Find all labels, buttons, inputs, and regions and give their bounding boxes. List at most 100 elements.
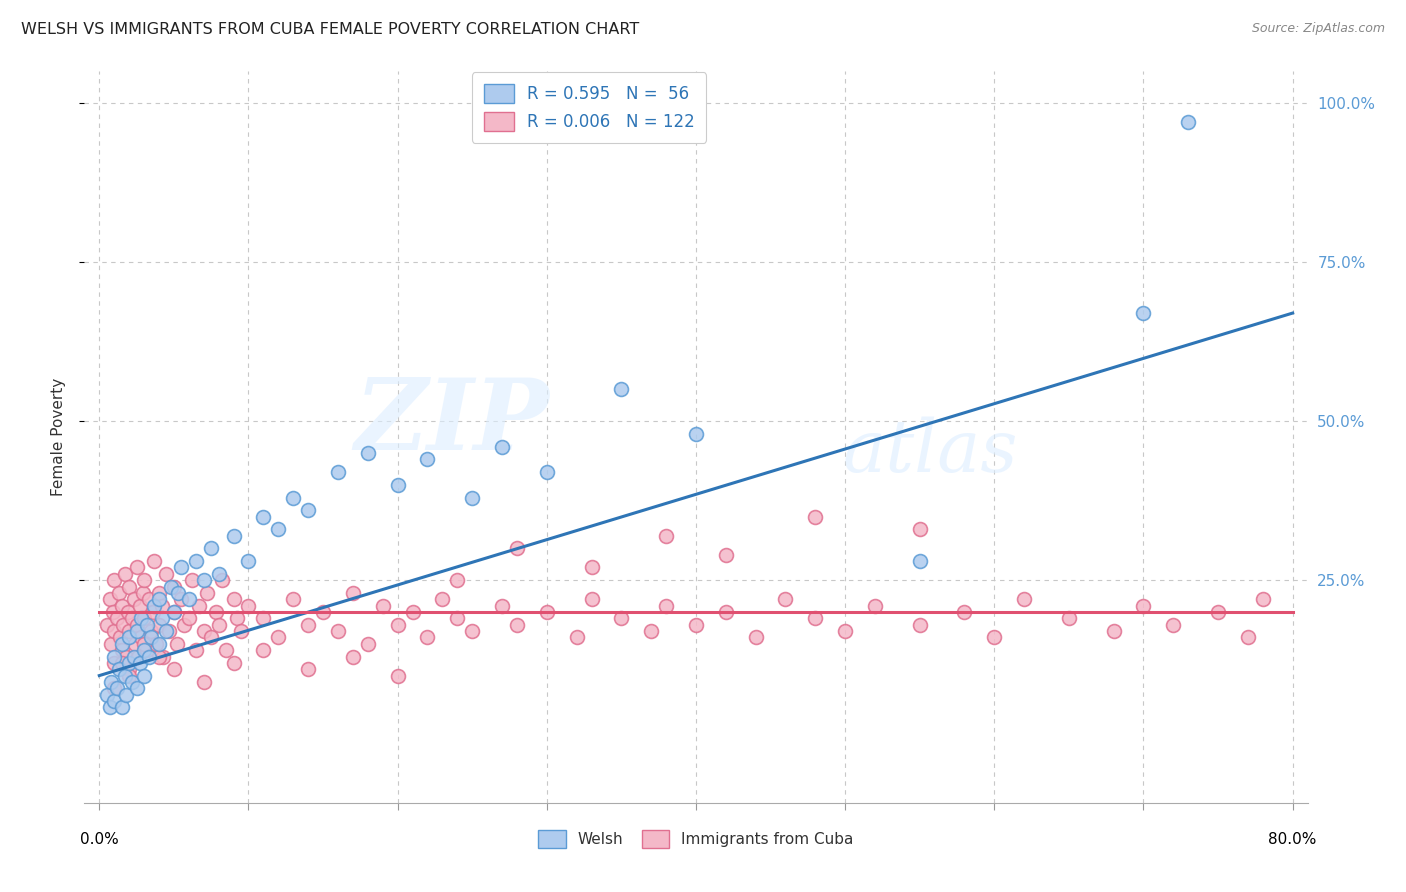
Point <box>804 611 827 625</box>
Point <box>193 573 215 587</box>
Point <box>200 541 222 556</box>
Point <box>136 643 159 657</box>
Point <box>1102 624 1125 638</box>
Point <box>195 586 218 600</box>
Point <box>138 649 160 664</box>
Point <box>129 631 152 645</box>
Point <box>297 503 319 517</box>
Point <box>1206 605 1229 619</box>
Point <box>118 631 141 645</box>
Point <box>121 611 143 625</box>
Point <box>581 592 603 607</box>
Point <box>342 649 364 664</box>
Point <box>225 611 247 625</box>
Point <box>114 668 136 682</box>
Point <box>132 637 155 651</box>
Point <box>1163 617 1185 632</box>
Point <box>387 477 409 491</box>
Text: ZIP: ZIP <box>354 375 550 471</box>
Point <box>128 656 150 670</box>
Point <box>125 681 148 696</box>
Point <box>148 617 170 632</box>
Point <box>283 592 305 607</box>
Point <box>1237 631 1260 645</box>
Point <box>100 675 122 690</box>
Point <box>387 617 409 632</box>
Point <box>342 586 364 600</box>
Point <box>103 624 125 638</box>
Point <box>506 541 529 556</box>
Point <box>297 662 319 676</box>
Point <box>115 649 138 664</box>
Point <box>131 586 153 600</box>
Point <box>357 446 380 460</box>
Point <box>100 637 122 651</box>
Point <box>252 611 274 625</box>
Point <box>132 643 155 657</box>
Point <box>166 637 188 651</box>
Point <box>863 599 886 613</box>
Point <box>138 592 160 607</box>
Y-axis label: Female Poverty: Female Poverty <box>51 378 66 496</box>
Point <box>180 573 202 587</box>
Point <box>155 566 177 581</box>
Point <box>124 637 146 651</box>
Point <box>387 668 409 682</box>
Text: Source: ZipAtlas.com: Source: ZipAtlas.com <box>1251 22 1385 36</box>
Point <box>125 617 148 632</box>
Point <box>98 592 121 607</box>
Point <box>238 554 260 568</box>
Point <box>163 605 186 619</box>
Point <box>1177 115 1199 129</box>
Point <box>148 649 170 664</box>
Point <box>111 637 134 651</box>
Point <box>581 560 603 574</box>
Point <box>173 617 195 632</box>
Point <box>655 529 678 543</box>
Point <box>401 605 423 619</box>
Point <box>103 573 125 587</box>
Point <box>115 688 138 702</box>
Point <box>117 605 139 619</box>
Point <box>371 599 394 613</box>
Point <box>536 465 558 479</box>
Point <box>101 605 124 619</box>
Point <box>122 592 145 607</box>
Point <box>1251 592 1274 607</box>
Point <box>107 662 129 676</box>
Point <box>983 631 1005 645</box>
Point <box>121 675 143 690</box>
Point <box>132 573 155 587</box>
Point <box>188 599 211 613</box>
Point <box>193 624 215 638</box>
Point <box>1012 592 1035 607</box>
Point <box>111 656 134 670</box>
Point <box>416 631 439 645</box>
Point <box>222 529 245 543</box>
Point <box>193 675 215 690</box>
Point <box>215 643 238 657</box>
Point <box>114 566 136 581</box>
Point <box>565 631 588 645</box>
Point <box>150 599 173 613</box>
Point <box>252 643 274 657</box>
Point <box>125 624 148 638</box>
Point <box>127 649 149 664</box>
Text: 80.0%: 80.0% <box>1268 832 1317 847</box>
Point <box>148 637 170 651</box>
Point <box>416 452 439 467</box>
Point <box>163 605 186 619</box>
Point <box>167 586 190 600</box>
Legend: Welsh, Immigrants from Cuba: Welsh, Immigrants from Cuba <box>531 824 860 854</box>
Point <box>186 554 208 568</box>
Point <box>204 605 226 619</box>
Point <box>326 624 349 638</box>
Point <box>1057 611 1080 625</box>
Point <box>103 649 125 664</box>
Point <box>105 681 128 696</box>
Point <box>143 554 166 568</box>
Point <box>152 649 174 664</box>
Point <box>804 509 827 524</box>
Point <box>148 586 170 600</box>
Point <box>655 599 678 613</box>
